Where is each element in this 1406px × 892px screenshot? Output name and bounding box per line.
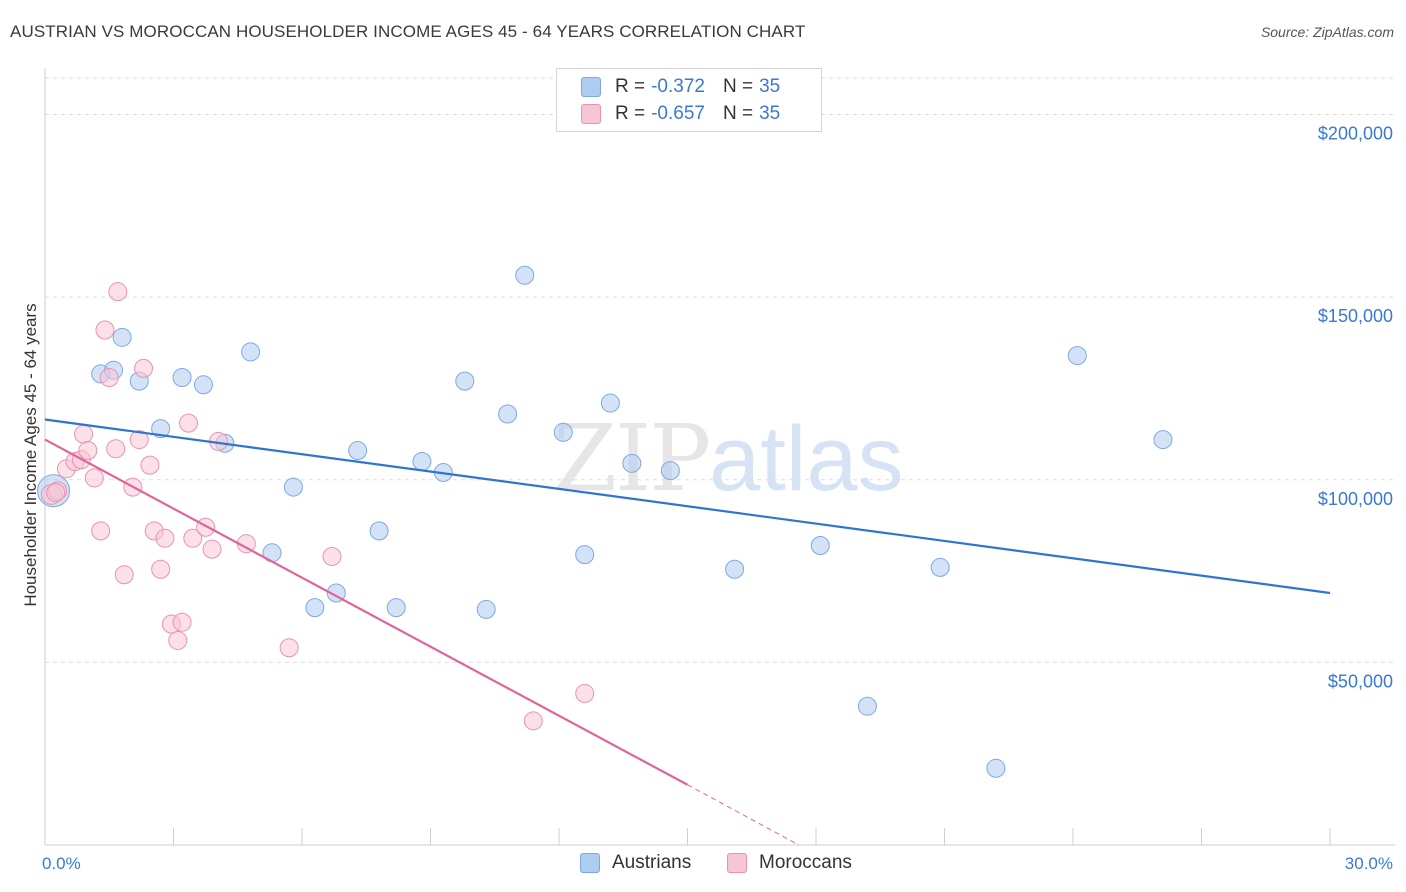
legend-swatch-moroccans: [581, 104, 601, 124]
data-point-austrians: [112, 327, 132, 347]
data-point-moroccans: [129, 430, 149, 450]
legend-n-value: 35: [759, 76, 781, 97]
legend-n-label: N =: [722, 76, 754, 97]
data-point-austrians: [412, 452, 432, 471]
data-point-moroccans: [74, 424, 94, 444]
data-point-austrians: [810, 536, 830, 556]
data-point-austrians: [151, 419, 171, 439]
data-point-austrians: [600, 393, 620, 413]
legend-n-label: N =: [722, 103, 754, 124]
data-point-austrians: [725, 559, 745, 579]
data-point-moroccans: [155, 528, 175, 548]
legend-r-value: -0.657: [651, 103, 705, 124]
legend-r-label: R =: [615, 103, 646, 124]
chart-title: AUSTRIAN VS MOROCCAN HOUSEHOLDER INCOME …: [10, 22, 806, 41]
data-point-austrians: [193, 375, 213, 395]
data-point-moroccans: [46, 483, 66, 503]
data-point-moroccans: [84, 468, 104, 488]
data-point-austrians: [660, 461, 680, 481]
chart-source: Source: ZipAtlas.com: [1260, 24, 1394, 40]
series-legend-moroccans[interactable]: Moroccans: [727, 852, 852, 874]
data-point-moroccans: [106, 439, 126, 459]
series-legend-label: Moroccans: [759, 852, 852, 873]
data-point-austrians: [455, 371, 475, 391]
y-tick-label: $100,000: [1318, 489, 1393, 509]
y-tick-label: $50,000: [1328, 671, 1393, 691]
y-axis-label: Householder Income Ages 45 - 64 years: [21, 303, 40, 606]
data-point-austrians: [1067, 346, 1087, 366]
y-tick-label: $150,000: [1318, 306, 1393, 326]
data-point-moroccans: [140, 455, 160, 475]
data-point-austrians: [476, 599, 496, 619]
correlation-legend: R = -0.372 N = 35 R = -0.657 N = 35: [556, 68, 822, 132]
data-point-austrians: [369, 521, 389, 541]
data-point-moroccans: [279, 638, 299, 658]
data-point-austrians: [622, 453, 642, 473]
legend-swatch-austrians: [581, 77, 601, 97]
series-legend-austrians[interactable]: Austrians: [580, 852, 691, 874]
data-point-moroccans: [178, 413, 198, 433]
trend-line-extension-moroccans: [687, 784, 800, 846]
data-point-austrians: [1153, 430, 1173, 450]
data-point-moroccans: [99, 367, 119, 387]
series-swatch-moroccans: [727, 853, 747, 873]
legend-r-value: -0.372: [651, 76, 705, 97]
trend-line-austrians: [44, 418, 1331, 595]
data-point-austrians: [553, 422, 573, 442]
data-point-moroccans: [108, 282, 128, 302]
data-point-austrians: [498, 404, 518, 424]
data-point-moroccans: [322, 546, 342, 566]
x-tick-label: 30.0%: [1345, 854, 1393, 873]
data-point-moroccans: [95, 320, 115, 340]
data-point-austrians: [575, 545, 595, 565]
series-swatch-austrians: [580, 853, 600, 873]
data-point-austrians: [986, 758, 1006, 778]
y-tick-label: $200,000: [1318, 124, 1393, 144]
data-point-moroccans: [172, 612, 192, 632]
data-point-austrians: [241, 342, 261, 362]
data-point-moroccans: [114, 565, 134, 585]
legend-row-moroccans: R = -0.657 N = 35: [581, 101, 780, 127]
watermark: ZIPatlas: [553, 405, 904, 512]
watermark-atlas: atlas: [709, 408, 904, 510]
data-point-moroccans: [202, 539, 222, 559]
data-point-austrians: [515, 265, 535, 285]
x-tick-label: 0.0%: [42, 854, 81, 873]
data-point-moroccans: [523, 711, 543, 731]
series-legend: Austrians Moroccans: [0, 852, 1406, 878]
legend-row-austrians: R = -0.372 N = 35: [581, 74, 780, 100]
data-point-moroccans: [196, 517, 216, 537]
data-point-moroccans: [183, 528, 203, 548]
data-point-moroccans: [575, 683, 595, 703]
data-point-austrians: [305, 598, 325, 618]
data-point-moroccans: [134, 358, 154, 378]
data-point-austrians: [172, 367, 192, 387]
data-point-moroccans: [151, 559, 171, 579]
data-point-austrians: [386, 598, 406, 618]
data-point-austrians: [283, 477, 303, 497]
data-point-moroccans: [168, 630, 188, 650]
data-point-austrians: [930, 557, 950, 577]
data-point-moroccans: [78, 441, 98, 461]
data-point-moroccans: [91, 521, 111, 541]
legend-r-label: R =: [615, 76, 646, 97]
trend-line-moroccans: [44, 438, 689, 786]
legend-n-value: 35: [759, 103, 781, 124]
data-point-austrians: [348, 441, 368, 461]
data-point-austrians: [857, 696, 877, 716]
series-legend-label: Austrians: [612, 852, 692, 873]
